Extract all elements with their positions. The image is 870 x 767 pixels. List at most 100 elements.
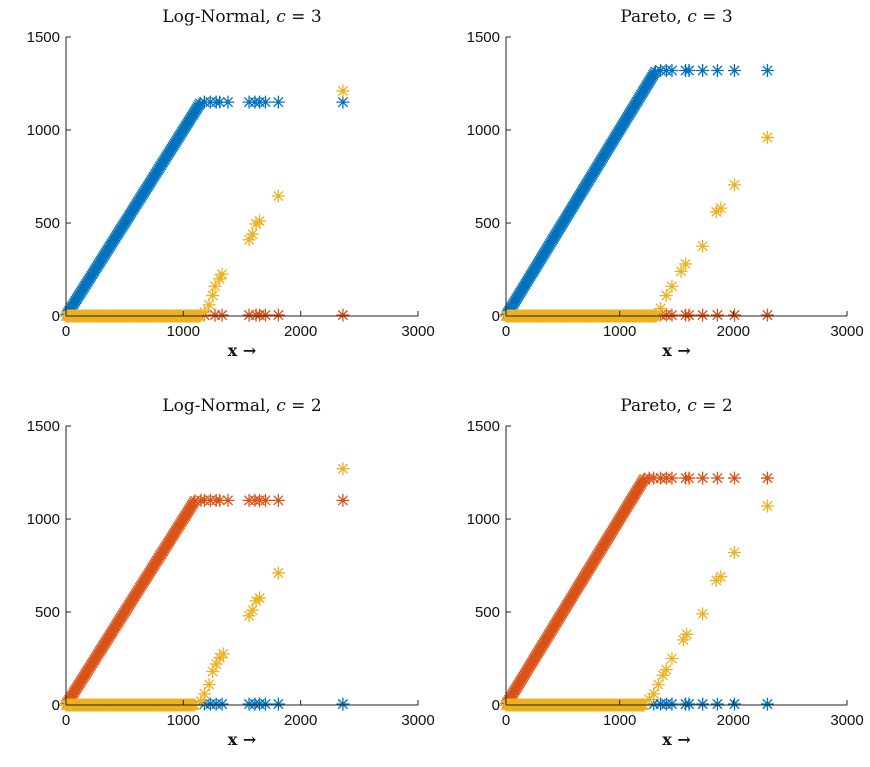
y-tick-label: 1500: [27, 29, 60, 46]
series-3-point: [271, 566, 285, 580]
y-tick-label: 0: [52, 697, 60, 714]
y-tick-label: 1500: [467, 418, 500, 435]
data-points: [499, 63, 774, 323]
series-3-point: [206, 289, 220, 303]
series-2-point: [215, 697, 229, 711]
series-1-point: [760, 63, 774, 77]
series-1-point: [221, 95, 235, 109]
series-2-point: [760, 697, 774, 711]
series-2-point: [710, 308, 724, 322]
title-text: Pareto,: [620, 7, 687, 27]
series-1-point: [760, 471, 774, 485]
series-1-point: [193, 96, 207, 110]
series-1-point: [637, 472, 651, 486]
series-1-point: [665, 471, 679, 485]
series-1-point: [258, 95, 272, 109]
series-3-point: [208, 279, 222, 293]
series-1-point: [213, 493, 227, 507]
y-tick-label: 1000: [467, 122, 500, 139]
series-2-point: [208, 308, 222, 322]
series-3-point: [659, 289, 673, 303]
series-3-point: [665, 279, 679, 293]
y-tick-label: 1000: [27, 511, 60, 528]
title-equation: = 3: [286, 7, 322, 27]
subplot-4: Pareto, c = 2 0 500 1000 1500 0 1000 2000 3000 x …: [467, 396, 864, 749]
series-2-point: [258, 697, 272, 711]
series-3-point: [209, 657, 223, 671]
series-3-point: [246, 603, 260, 617]
x-tick-label: 0: [62, 712, 70, 729]
series-2-point: [336, 308, 350, 322]
series-3-point: [696, 239, 710, 253]
y-tick-label: 1500: [467, 29, 500, 46]
subplot-title: Pareto, c = 2: [620, 396, 732, 416]
x-tick-label: 3000: [401, 323, 434, 340]
title-variable: c: [687, 7, 697, 27]
series-1-point: [213, 95, 227, 109]
series-3-point: [253, 591, 267, 605]
data-points: [59, 84, 350, 323]
x-tick-label: 1000: [167, 323, 200, 340]
series-1-point: [696, 63, 710, 77]
series-3-point: [659, 663, 673, 677]
subplot-title: Log-Normal, c = 3: [162, 7, 321, 27]
y-tick-label: 1000: [467, 511, 500, 528]
series-3-point: [336, 84, 350, 98]
title-text: Log-Normal,: [162, 396, 276, 416]
series-3-point: [246, 227, 260, 241]
subplot-title: Log-Normal, c = 2: [162, 396, 321, 416]
series-3-point: [206, 665, 220, 679]
series-2-point: [727, 697, 741, 711]
series-3-point: [202, 678, 216, 692]
series-3-point: [336, 462, 350, 476]
x-tick-label: 3000: [401, 712, 434, 729]
x-tick-label: 2000: [717, 323, 750, 340]
data-points: [499, 471, 774, 712]
x-axis-label: x →: [228, 730, 257, 749]
series-1-point: [710, 63, 724, 77]
series-1-point: [710, 471, 724, 485]
series-3-point: [760, 130, 774, 144]
series-2-point: [682, 308, 696, 322]
y-tick-label: 1000: [27, 122, 60, 139]
y-tick-label: 1500: [27, 418, 60, 435]
x-tick-label: 1000: [603, 712, 636, 729]
series-2-point: [215, 308, 229, 322]
series-3-point: [727, 545, 741, 559]
series-3-point: [242, 609, 256, 623]
series-1-point: [696, 471, 710, 485]
series-3-point: [760, 499, 774, 513]
series-3-point: [216, 647, 230, 661]
series-3-point: [714, 570, 728, 584]
series-3-point: [242, 233, 256, 247]
data-points: [59, 462, 350, 712]
series-3-point: [654, 302, 668, 316]
x-tick-label: 2000: [284, 712, 317, 729]
series-1-point: [665, 63, 679, 77]
title-equation: = 2: [697, 396, 733, 416]
y-tick-label: 500: [35, 604, 60, 621]
y-tick-label: 500: [35, 215, 60, 232]
y-tick-label: 0: [492, 697, 500, 714]
title-equation: = 2: [286, 396, 322, 416]
y-tick-label: 500: [475, 604, 500, 621]
y-tick-label: 0: [492, 308, 500, 325]
series-2-point: [682, 697, 696, 711]
title-variable: c: [687, 396, 697, 416]
series-3-point: [647, 687, 661, 701]
series-3-point: [665, 652, 679, 665]
series-1-point: [271, 95, 285, 109]
subplot-2: Pareto, c = 3 0 500 1000 1500 0 1000 2000 3000 x …: [467, 7, 864, 360]
series-3-point: [679, 257, 693, 271]
x-tick-label: 1000: [603, 323, 636, 340]
title-equation: = 3: [697, 7, 733, 27]
series-3-point: [197, 305, 211, 319]
series-3-point: [194, 694, 208, 708]
subplot-1: Log-Normal, c = 3 0 500 1000 1500 0 1000 2000 30…: [27, 7, 435, 360]
series-1-point: [682, 63, 696, 77]
series-2-point: [665, 697, 679, 711]
series-2-point: [665, 308, 679, 322]
x-tick-label: 2000: [717, 712, 750, 729]
title-text: Pareto,: [620, 396, 687, 416]
x-tick-label: 0: [502, 323, 510, 340]
